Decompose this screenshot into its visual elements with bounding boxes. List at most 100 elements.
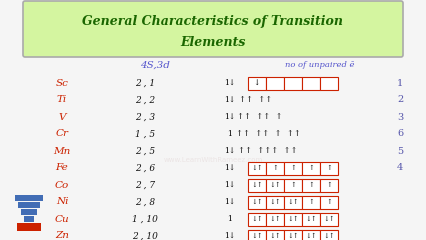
Bar — [320, 196, 338, 209]
Text: ↓↑: ↓↑ — [251, 232, 263, 240]
Bar — [284, 162, 302, 174]
Text: Sc: Sc — [55, 78, 69, 88]
Text: 1: 1 — [397, 78, 403, 88]
Text: Mn: Mn — [53, 146, 71, 156]
Text: ↑: ↑ — [272, 164, 278, 172]
Text: ↑: ↑ — [326, 198, 332, 206]
Text: ↓↑: ↓↑ — [323, 215, 335, 223]
Text: 1: 1 — [227, 215, 233, 223]
Bar — [302, 212, 320, 226]
Text: ↓↑: ↓↑ — [287, 198, 299, 206]
Bar — [302, 77, 320, 90]
Bar — [320, 77, 338, 90]
Text: ↓↑: ↓↑ — [251, 181, 263, 189]
Bar — [320, 162, 338, 174]
Bar — [248, 77, 266, 90]
Bar — [15, 195, 43, 201]
Text: ↓↑: ↓↑ — [269, 181, 281, 189]
Text: Cu: Cu — [55, 215, 69, 223]
Text: ↓↑: ↓↑ — [305, 232, 317, 240]
Bar — [284, 196, 302, 209]
Bar — [17, 223, 41, 231]
Text: ↓: ↓ — [254, 79, 260, 87]
Bar — [266, 229, 284, 240]
Bar — [266, 196, 284, 209]
Text: Cr: Cr — [55, 130, 69, 138]
Bar — [302, 179, 320, 192]
Text: ↑↑  ↑↑: ↑↑ ↑↑ — [239, 96, 273, 104]
Text: 1↓: 1↓ — [225, 232, 236, 240]
Text: Fe: Fe — [56, 163, 69, 173]
Text: Zn: Zn — [55, 232, 69, 240]
Text: 2 , 2: 2 , 2 — [135, 96, 155, 104]
Text: 2 , 1: 2 , 1 — [135, 78, 155, 88]
Bar — [24, 216, 34, 222]
Text: ↓↑: ↓↑ — [251, 215, 263, 223]
Text: 1↓: 1↓ — [225, 181, 236, 189]
Text: ↑: ↑ — [308, 164, 314, 172]
Bar — [302, 196, 320, 209]
Text: ↑: ↑ — [326, 181, 332, 189]
Text: V: V — [58, 113, 66, 121]
Text: 6: 6 — [397, 130, 403, 138]
Text: Co: Co — [55, 180, 69, 190]
Bar — [248, 179, 266, 192]
Text: ↑: ↑ — [326, 164, 332, 172]
Text: Ni: Ni — [56, 198, 68, 206]
Text: Ti: Ti — [57, 96, 67, 104]
Bar — [266, 179, 284, 192]
Bar — [248, 229, 266, 240]
Bar — [320, 179, 338, 192]
FancyBboxPatch shape — [23, 1, 403, 57]
Text: ↓↑: ↓↑ — [305, 215, 317, 223]
Bar — [248, 162, 266, 174]
Text: ↓↑: ↓↑ — [269, 215, 281, 223]
Bar — [284, 212, 302, 226]
Text: Elements: Elements — [180, 36, 246, 49]
Text: 2 , 6: 2 , 6 — [135, 163, 155, 173]
Bar — [266, 212, 284, 226]
Text: ↓↑: ↓↑ — [251, 198, 263, 206]
Bar — [320, 212, 338, 226]
Text: 1↓: 1↓ — [225, 113, 236, 121]
Text: 4S,3d: 4S,3d — [140, 60, 170, 70]
Bar — [248, 196, 266, 209]
Text: ↑: ↑ — [308, 198, 314, 206]
Text: ↑↑  ↑↑  ↑  ↑↑: ↑↑ ↑↑ ↑ ↑↑ — [236, 130, 300, 138]
Text: General Characteristics of Transition: General Characteristics of Transition — [83, 16, 343, 29]
Text: ↓↑: ↓↑ — [287, 232, 299, 240]
Bar — [284, 229, 302, 240]
Text: ↓↑: ↓↑ — [251, 164, 263, 172]
Text: 1: 1 — [227, 130, 233, 138]
Text: 2 , 7: 2 , 7 — [135, 180, 155, 190]
Text: ↓↑: ↓↑ — [287, 215, 299, 223]
Text: 1↓: 1↓ — [225, 96, 236, 104]
Bar — [302, 162, 320, 174]
Bar — [320, 229, 338, 240]
Text: 5: 5 — [397, 146, 403, 156]
Text: 2 , 10: 2 , 10 — [132, 232, 158, 240]
Text: ↑: ↑ — [308, 181, 314, 189]
Text: ↑: ↑ — [290, 164, 296, 172]
Text: www.LearnWithRameez.com: www.LearnWithRameez.com — [164, 157, 262, 163]
Text: 4: 4 — [397, 163, 403, 173]
Text: ↓↑: ↓↑ — [269, 232, 281, 240]
Text: 2 , 5: 2 , 5 — [135, 146, 155, 156]
Text: no of unpaired ē: no of unpaired ē — [285, 61, 354, 69]
Text: ↑↑  ↑↑  ↑: ↑↑ ↑↑ ↑ — [237, 113, 283, 121]
Text: 1↓: 1↓ — [225, 147, 236, 155]
Text: 1 , 5: 1 , 5 — [135, 130, 155, 138]
Text: 2 , 8: 2 , 8 — [135, 198, 155, 206]
Text: 1↓: 1↓ — [225, 198, 236, 206]
Text: ↓↑: ↓↑ — [323, 232, 335, 240]
Bar — [248, 212, 266, 226]
Text: 1↓: 1↓ — [225, 79, 236, 87]
Bar — [266, 77, 284, 90]
Text: ↓↑: ↓↑ — [269, 198, 281, 206]
Text: ↑: ↑ — [290, 181, 296, 189]
Text: 1 , 10: 1 , 10 — [132, 215, 158, 223]
Bar — [284, 179, 302, 192]
Text: ↑↑  ↑↑↑  ↑↑: ↑↑ ↑↑↑ ↑↑ — [238, 147, 298, 155]
Text: 3: 3 — [397, 113, 403, 121]
Bar — [302, 229, 320, 240]
